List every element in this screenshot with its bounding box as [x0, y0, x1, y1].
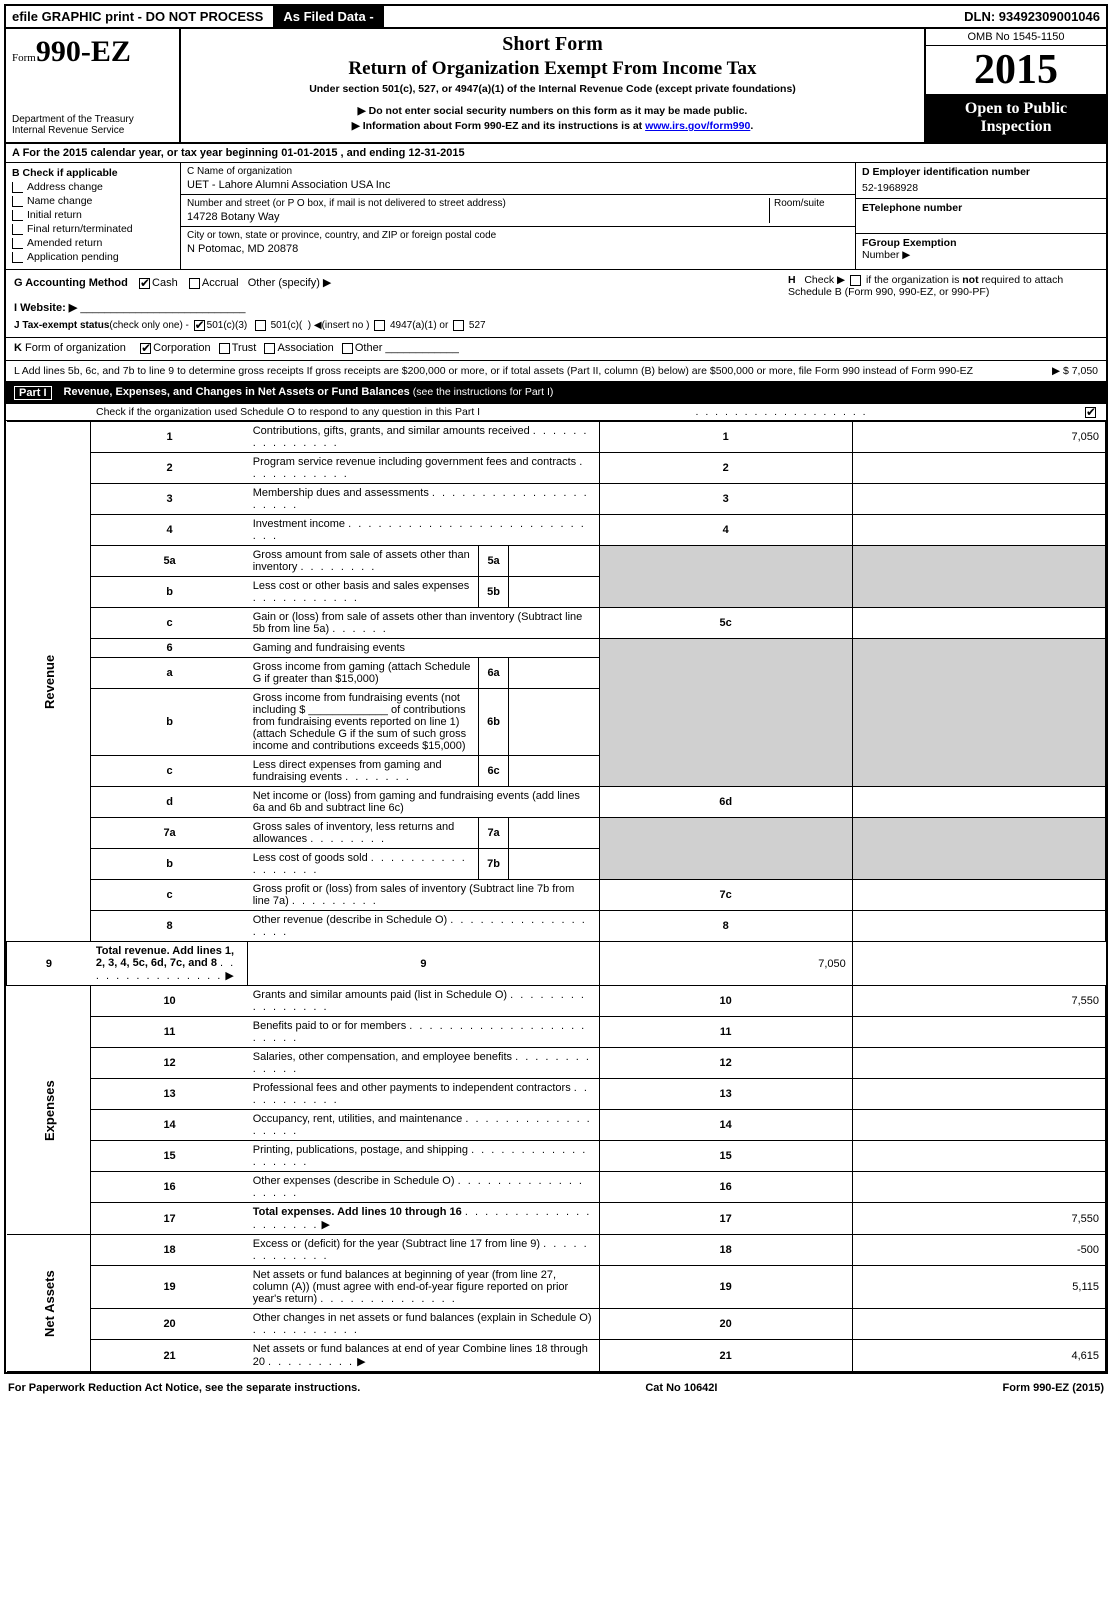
line-j: J Tax-exempt status(check only one) - 50… [14, 320, 1098, 331]
amt-line-17: 7,550 [852, 1203, 1105, 1235]
line-a-tax-year: A For the 2015 calendar year, or tax yea… [6, 144, 1106, 163]
form-subtitle: Under section 501(c), 527, or 4947(a)(1)… [189, 83, 916, 95]
chk-schedule-o-part1[interactable] [1085, 407, 1096, 418]
amt-line-19: 5,115 [852, 1266, 1105, 1309]
header-left: Form990-EZ Department of the Treasury In… [6, 29, 181, 142]
line-h: H Check ▶ if the organization is not req… [788, 274, 1098, 298]
as-filed-label: As Filed Data - [273, 6, 383, 27]
form-ref: Form 990-EZ (2015) [1003, 1382, 1104, 1394]
lines-g-through-k: G Accounting Method Cash Accrual Other (… [6, 270, 1106, 361]
form-990ez-page: efile GRAPHIC print - DO NOT PROCESS As … [4, 4, 1108, 1374]
line-i: I Website: ▶ ___________________________ [14, 301, 1098, 314]
top-bar: efile GRAPHIC print - DO NOT PROCESS As … [6, 6, 1106, 29]
revenue-label: Revenue [7, 422, 91, 942]
amt-line-10: 7,550 [852, 986, 1105, 1017]
chk-initial-return[interactable]: Initial return [12, 209, 174, 221]
dept-info: Department of the Treasury Internal Reve… [12, 114, 173, 136]
part-1-table: Revenue 1 Contributions, gifts, grants, … [6, 421, 1106, 1372]
chk-association[interactable] [264, 343, 275, 354]
box-b-checkboxes: B Check if applicable Address change Nam… [6, 163, 181, 269]
telephone-cell: ETelephone number [856, 199, 1106, 235]
amt-line-21: 4,615 [852, 1340, 1105, 1372]
dln-label: DLN: 93492309001046 [958, 6, 1106, 27]
chk-527[interactable] [453, 320, 464, 331]
chk-4947[interactable] [374, 320, 385, 331]
irs-link[interactable]: www.irs.gov/form990 [645, 120, 750, 132]
ein-value: 52-1968928 [862, 182, 1100, 194]
header-right: OMB No 1545-1150 2015 Open to Public Ins… [926, 29, 1106, 142]
chk-trust[interactable] [219, 343, 230, 354]
room-suite-label: Room/suite [769, 198, 849, 223]
box-c-org-info: C Name of organization UET - Lahore Alum… [181, 163, 856, 269]
chk-other-org[interactable] [342, 343, 353, 354]
form-header: Form990-EZ Department of the Treasury In… [6, 29, 1106, 144]
open-to-public: Open to Public Inspection [926, 94, 1106, 142]
chk-501c[interactable] [255, 320, 266, 331]
line-l: L Add lines 5b, 6c, and 7b to line 9 to … [6, 361, 1106, 382]
chk-schedule-b[interactable] [850, 275, 861, 286]
expenses-label: Expenses [7, 986, 91, 1235]
section-b-through-f: B Check if applicable Address change Nam… [6, 163, 1106, 270]
amt-line-18: -500 [852, 1235, 1105, 1266]
chk-corporation[interactable] [140, 343, 151, 354]
group-exemption-cell: FGroup Exemption Number ▶ [856, 234, 1106, 269]
chk-501c3[interactable] [194, 320, 205, 331]
tax-year: 2015 [926, 46, 1106, 94]
chk-amended-return[interactable]: Amended return [12, 237, 174, 249]
chk-final-return[interactable]: Final return/terminated [12, 223, 174, 235]
omb-number: OMB No 1545-1150 [926, 29, 1106, 46]
org-name: UET - Lahore Alumni Association USA Inc [187, 179, 849, 191]
org-city: N Potomac, MD 20878 [187, 243, 849, 255]
gross-receipts-amt: ▶ $ 7,050 [998, 365, 1098, 377]
header-mid: Short Form Return of Organization Exempt… [181, 29, 926, 142]
chk-address-change[interactable]: Address change [12, 181, 174, 193]
form-number: Form990-EZ [12, 35, 173, 69]
org-street-cell: Number and street (or P O box, if mail i… [181, 195, 855, 227]
paperwork-notice: For Paperwork Reduction Act Notice, see … [8, 1382, 360, 1394]
part-1-header: Part I Revenue, Expenses, and Changes in… [6, 382, 1106, 404]
efile-notice: efile GRAPHIC print - DO NOT PROCESS [6, 6, 269, 27]
short-form-label: Short Form [189, 33, 916, 56]
chk-accrual[interactable] [189, 278, 200, 289]
org-city-cell: City or town, state or province, country… [181, 227, 855, 258]
cat-number: Cat No 10642I [645, 1382, 717, 1394]
page-footer: For Paperwork Reduction Act Notice, see … [0, 1378, 1112, 1398]
chk-application-pending[interactable]: Application pending [12, 251, 174, 263]
amt-line-9: 7,050 [599, 942, 852, 986]
line-k: K Form of organization Corporation Trust… [6, 337, 1106, 354]
amt-line-1: 7,050 [852, 422, 1105, 453]
ein-cell: D Employer identification number 52-1968… [856, 163, 1106, 199]
ssn-warning: ▶ Do not enter social security numbers o… [189, 105, 916, 117]
box-d-e-f: D Employer identification number 52-1968… [856, 163, 1106, 269]
org-street: 14728 Botany Way [187, 211, 769, 223]
net-assets-label: Net Assets [7, 1235, 91, 1372]
form-title: Return of Organization Exempt From Incom… [189, 58, 916, 80]
part-1-schedule-o-check: Check if the organization used Schedule … [6, 404, 1106, 421]
org-name-cell: C Name of organization UET - Lahore Alum… [181, 163, 855, 195]
chk-cash[interactable] [139, 278, 150, 289]
chk-name-change[interactable]: Name change [12, 195, 174, 207]
info-link-line: ▶ Information about Form 990-EZ and its … [189, 120, 916, 132]
